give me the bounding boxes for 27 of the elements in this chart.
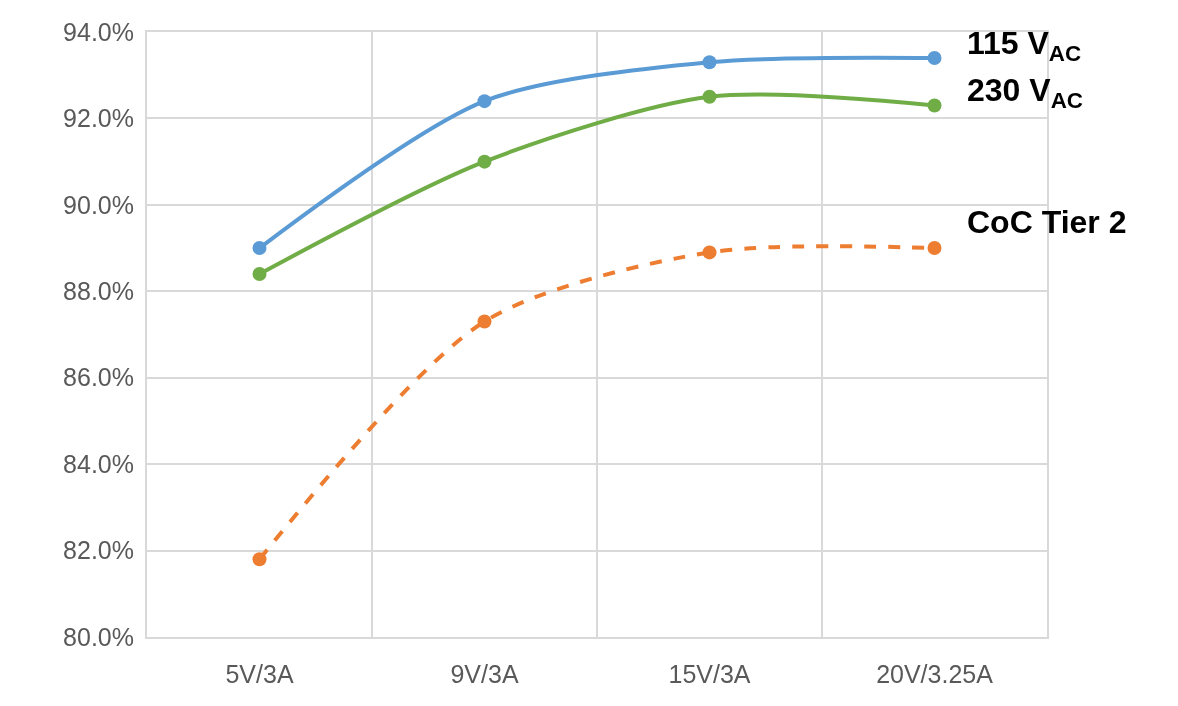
point (252, 552, 267, 567)
y-tick-label: 88.0% (63, 277, 134, 306)
series-label: CoC Tier 2 (967, 204, 1127, 240)
x-tick-label: 20V/3.25A (876, 660, 994, 688)
point (252, 267, 267, 281)
x-tick-label: 9V/3A (450, 660, 519, 688)
y-tick-label: 80.0% (63, 622, 134, 651)
y-tick-label: 84.0% (63, 449, 134, 478)
series-label: 230 V$_{AC}$ (967, 72, 1083, 113)
y-tick-label: 92.0% (63, 104, 134, 133)
point (927, 241, 942, 256)
y-tick-label: 90.0% (63, 190, 134, 219)
point (477, 94, 492, 109)
point (252, 241, 267, 256)
point (927, 98, 942, 113)
point (702, 89, 717, 104)
y-tick-label: 82.0% (63, 536, 134, 565)
y-tick-label: 94.0% (63, 17, 134, 46)
point (702, 55, 717, 70)
point (702, 245, 717, 260)
x-tick-label: 5V/3A (225, 660, 294, 688)
point (477, 154, 492, 169)
x-tick-label: 15V/3A (668, 660, 751, 688)
point (927, 50, 942, 65)
point (477, 314, 492, 329)
y-tick-label: 86.0% (63, 363, 134, 392)
series-label: 115 V$_{AC}$ (967, 25, 1082, 66)
